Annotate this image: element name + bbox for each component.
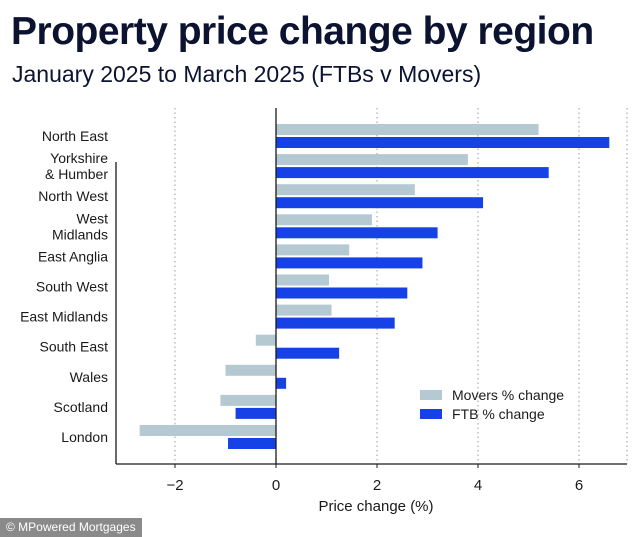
category-label: North West xyxy=(38,188,108,204)
bar-movers xyxy=(276,304,332,316)
legend-swatch-movers xyxy=(420,390,442,400)
bar-ftb xyxy=(276,137,610,148)
x-tick-label: 4 xyxy=(474,477,482,494)
image-credit: © MPowered Mortgages xyxy=(0,518,142,537)
bar-ftb xyxy=(276,377,287,389)
category-label: Yorkshire & Humber xyxy=(45,150,108,182)
bar-movers xyxy=(276,214,372,226)
chart-title: Property price change by region xyxy=(11,10,594,53)
bar-ftb xyxy=(228,438,276,449)
bar-ftb xyxy=(235,407,276,419)
x-tick-label: −2 xyxy=(166,477,183,494)
legend-swatch-ftb xyxy=(420,409,442,419)
chart-subtitle: January 2025 to March 2025 (FTBs v Mover… xyxy=(12,61,482,87)
category-label: Wales xyxy=(70,369,108,385)
bar-ftb xyxy=(276,227,438,239)
bar-movers xyxy=(220,394,276,406)
x-axis-label: Price change (%) xyxy=(318,498,433,515)
bar-ftb xyxy=(276,287,408,299)
legend-label-movers: Movers % change xyxy=(452,387,564,403)
bar-movers xyxy=(225,364,276,376)
category-label: London xyxy=(61,429,108,445)
bar-ftb xyxy=(276,197,484,209)
category-label: Scotland xyxy=(54,399,108,415)
category-label: South West xyxy=(36,279,108,295)
bar-movers xyxy=(276,154,468,166)
bar-ftb xyxy=(276,167,549,179)
category-label: North East xyxy=(42,128,108,144)
bar-movers xyxy=(276,274,330,286)
category-label: South East xyxy=(40,339,109,355)
bar-ftb xyxy=(276,317,395,329)
category-label: East Anglia xyxy=(38,248,108,264)
x-tick-label: 2 xyxy=(373,477,381,494)
bar-movers xyxy=(276,244,350,256)
category-label: West Midlands xyxy=(52,210,108,242)
category-label: East Midlands xyxy=(20,309,108,325)
legend-label-ftb: FTB % change xyxy=(452,406,545,422)
x-tick-label: 0 xyxy=(272,477,280,494)
bar-movers xyxy=(276,184,415,196)
bar-ftb xyxy=(276,257,423,269)
x-tick-label: 6 xyxy=(575,477,583,494)
bar-movers xyxy=(276,124,539,135)
bar-movers xyxy=(139,425,276,436)
bar-movers xyxy=(255,334,276,346)
bar-ftb xyxy=(276,347,340,359)
